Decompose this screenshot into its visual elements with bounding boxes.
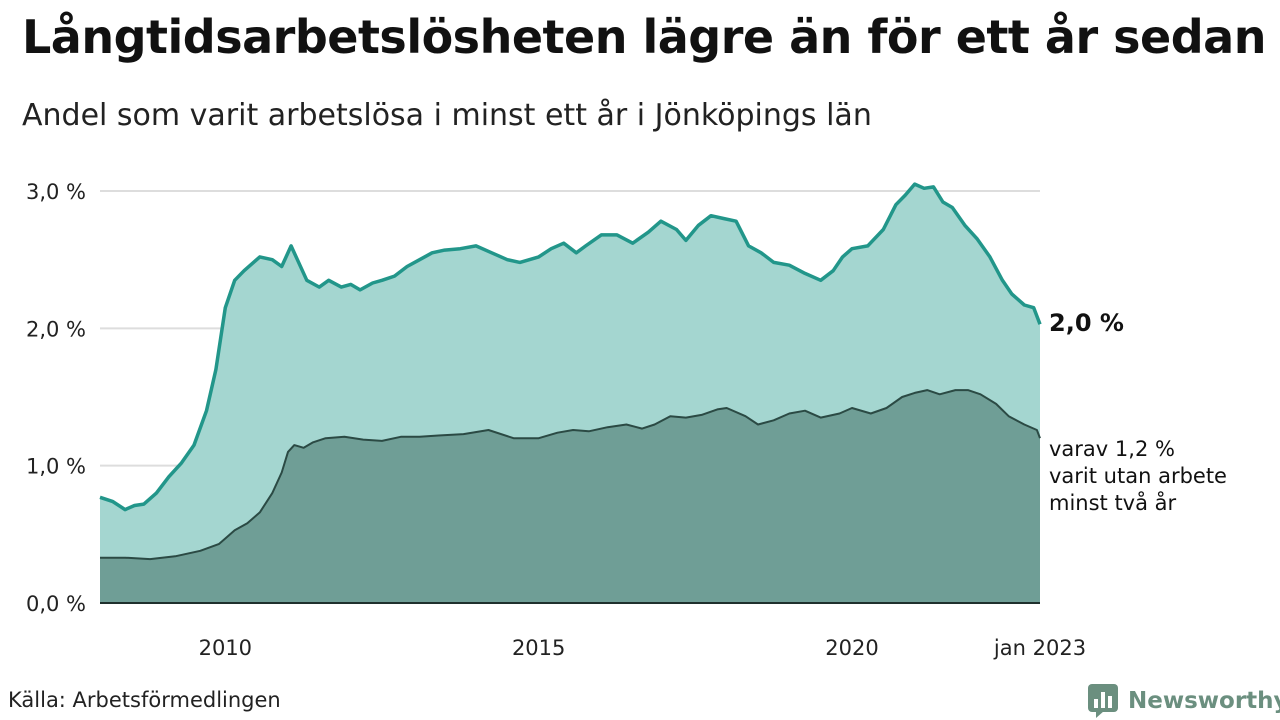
bar-chart-speech-bubble-icon — [1088, 684, 1118, 718]
end-label-two-year-line: varit utan arbete — [1049, 464, 1227, 488]
end-label-two-year-line: varav 1,2 % — [1049, 437, 1175, 461]
area-two-year — [100, 390, 1040, 603]
line-two-year — [100, 389, 1041, 561]
end-label-two-year-line: minst två år — [1049, 490, 1177, 515]
x-tick-label: jan 2023 — [993, 636, 1086, 660]
x-tick-label: 2020 — [825, 636, 878, 660]
source-note: Källa: Arbetsförmedlingen — [8, 688, 281, 712]
chart-subtitle: Andel som varit arbetslösa i minst ett å… — [22, 98, 872, 133]
plot-area — [99, 182, 1042, 604]
x-tick-label: 2010 — [199, 636, 252, 660]
y-tick-label: 1,0 % — [26, 455, 86, 479]
x-tick-label: 2015 — [512, 636, 565, 660]
chart-title: Långtidsarbetslösheten lägre än för ett … — [22, 10, 1266, 64]
brand-name: Newsworthy — [1128, 688, 1280, 714]
brand-logo: Newsworthy — [1088, 684, 1280, 718]
y-tick-label: 2,0 % — [26, 317, 86, 341]
y-tick-label: 3,0 % — [26, 180, 86, 204]
end-label-one-year: 2,0 % — [1049, 309, 1124, 337]
y-tick-label: 0,0 % — [26, 592, 86, 616]
axes: 0,0 % 1,0 % 2,0 % 3,0 % 2010 2015 2020 jan 2023 — [26, 180, 1086, 660]
line-one-year — [99, 182, 1042, 512]
